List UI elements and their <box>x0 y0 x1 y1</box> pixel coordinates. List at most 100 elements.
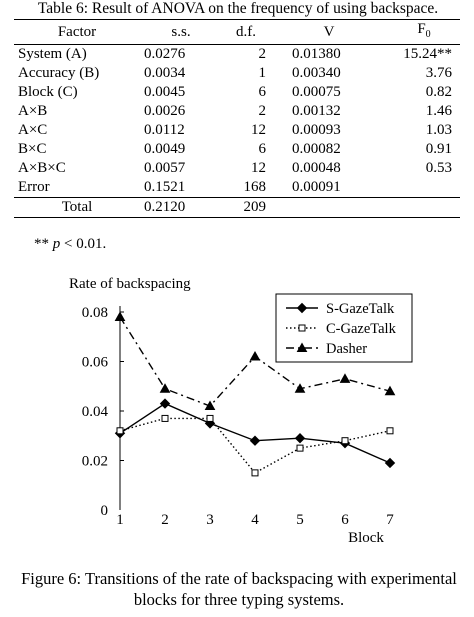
table-row: Block (C) 0.0045 6 0.00075 0.82 <box>14 83 460 102</box>
total-label: Total <box>14 197 140 218</box>
figure-caption: Figure 6: Transitions of the rate of bac… <box>21 569 457 609</box>
data-point <box>384 457 396 469</box>
data-point <box>386 427 394 435</box>
data-point <box>341 437 349 445</box>
cell-v: 0.00340 <box>292 65 341 81</box>
cell-ss: 0.0276 <box>144 46 186 62</box>
cell-ss: 0.0049 <box>144 141 186 157</box>
note-prefix: ** <box>34 236 53 252</box>
cell-ss: 0.1521 <box>144 179 186 195</box>
table-row: System (A) 0.0276 2 0.01380 15.24** <box>14 45 460 65</box>
data-point <box>296 302 308 314</box>
total-ss: 0.2120 <box>140 197 222 218</box>
cell-df: 2 <box>258 103 267 119</box>
table-body: System (A) 0.0276 2 0.01380 15.24** Accuracy … <box>14 45 460 198</box>
table-row: Error 0.1521 168 0.00091 <box>14 178 460 198</box>
table-row: A×B 0.0026 2 0.00132 1.46 <box>14 102 460 121</box>
y-tick-label: 0.08 <box>82 305 108 321</box>
cell-df: 12 <box>251 122 266 138</box>
cell-f: 1.46 <box>425 103 452 119</box>
y-axis-label: Rate of backspacing <box>69 276 191 292</box>
total-df: 209 <box>222 197 270 218</box>
series-line <box>119 402 391 464</box>
cell-factor: A×B×C <box>18 160 66 176</box>
cell-f: 3.76 <box>425 65 452 81</box>
data-point <box>294 433 306 444</box>
data-point <box>161 414 169 422</box>
legend-label: C-GazeTalk <box>326 321 397 337</box>
cell-df: 6 <box>258 141 267 157</box>
significance-note: ** p < 0.01. <box>34 236 106 253</box>
data-point <box>296 444 304 452</box>
x-tick-label: 7 <box>386 512 394 528</box>
header-df: d.f. <box>222 19 270 45</box>
cell-ss: 0.0034 <box>144 65 186 81</box>
table-header-row: Factor s.s. d.f. V F0 <box>14 19 460 45</box>
data-point <box>249 435 261 446</box>
header-f-subscript: 0 <box>425 29 431 40</box>
data-point <box>296 342 308 352</box>
data-point <box>206 414 214 422</box>
cell-ss: 0.0112 <box>144 122 185 138</box>
cell-df: 168 <box>243 179 267 195</box>
total-v <box>270 197 388 218</box>
series-s-gazetalk <box>114 398 396 469</box>
cell-factor: A×C <box>18 122 48 138</box>
cell-df: 12 <box>251 160 266 176</box>
header-ss: s.s. <box>140 19 222 45</box>
cell-factor: Accuracy (B) <box>18 65 100 81</box>
anova-table: Factor s.s. d.f. V F0 System (A) 0.0276 2 0… <box>14 19 460 218</box>
y-tick-label: 0 <box>101 503 109 519</box>
header-factor: Factor <box>14 19 140 45</box>
cell-ss: 0.0026 <box>144 103 186 119</box>
note-rest: < 0.01. <box>60 236 107 252</box>
cell-ss: 0.0045 <box>144 84 186 100</box>
table-total-row: Total 0.2120 209 <box>14 197 460 218</box>
data-point <box>114 311 126 321</box>
cell-v: 0.00093 <box>292 122 341 138</box>
cell-df: 6 <box>258 84 267 100</box>
series-dasher <box>114 311 396 411</box>
cell-f <box>388 178 460 198</box>
y-tick-label: 0.04 <box>82 404 109 420</box>
y-tick-label: 0.06 <box>82 355 109 371</box>
x-tick-label: 2 <box>161 512 169 528</box>
x-tick-label: 5 <box>296 512 304 528</box>
x-tick-label: 3 <box>206 512 214 528</box>
cell-v: 0.01380 <box>292 46 341 62</box>
cell-ss: 0.0057 <box>144 160 186 176</box>
cell-v: 0.00075 <box>292 84 341 100</box>
cell-f: 0.53 <box>425 160 452 176</box>
axes: 0 0.02 0.04 0.06 0.08 1 2 3 4 5 6 7 <box>82 305 395 528</box>
x-axis-label: Block <box>348 530 384 546</box>
line-chart: Rate of backspacing Block 0 0.02 0.04 0.06 0… <box>69 276 413 546</box>
cell-f: 0.82 <box>425 84 452 100</box>
x-tick-label: 4 <box>251 512 259 528</box>
cell-v: 0.00091 <box>292 179 341 195</box>
cell-factor: B×C <box>18 141 47 157</box>
data-point <box>339 373 351 383</box>
cell-df: 2 <box>258 46 267 62</box>
cell-df: 1 <box>258 65 267 81</box>
legend-label: Dasher <box>326 341 367 357</box>
table-row: A×B×C 0.0057 12 0.00048 0.53 <box>14 159 460 178</box>
cell-f: 1.03 <box>425 122 452 138</box>
data-point <box>294 383 306 393</box>
cell-factor: Error <box>18 179 50 195</box>
header-f: F0 <box>388 19 460 45</box>
data-point <box>251 469 259 477</box>
data-point <box>159 383 171 393</box>
table-row: B×C 0.0049 6 0.00082 0.91 <box>14 140 460 159</box>
data-point <box>249 351 261 361</box>
legend-label: S-GazeTalk <box>326 301 395 317</box>
cell-v: 0.00132 <box>292 103 341 119</box>
cell-factor: System (A) <box>18 46 87 62</box>
y-tick-label: 0.02 <box>82 454 108 470</box>
table-row: A×C 0.0112 12 0.00093 1.03 <box>14 121 460 140</box>
cell-factor: Block (C) <box>18 84 78 100</box>
cell-v: 0.00082 <box>292 141 341 157</box>
x-tick-label: 6 <box>341 512 349 528</box>
legend: S-GazeTalk C-GazeTalk Dasher <box>275 293 413 363</box>
cell-v: 0.00048 <box>292 160 341 176</box>
series-layer <box>114 311 396 477</box>
